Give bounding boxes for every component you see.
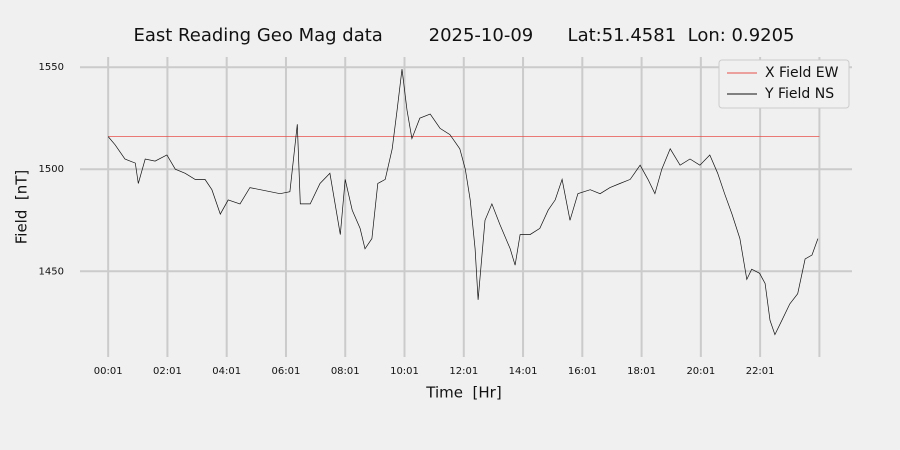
legend-label: X Field EW [765, 65, 839, 81]
x-tick-label: 16:01 [568, 366, 597, 377]
y-tick-label: 1450 [39, 266, 64, 277]
y-tick-label: 1500 [39, 164, 64, 175]
x-tick-label: 02:01 [153, 366, 182, 377]
x-tick-label: 22:01 [746, 366, 775, 377]
line-series [107, 69, 819, 336]
x-tick-label: 20:01 [686, 366, 715, 377]
x-tick-label: 12:01 [449, 366, 478, 377]
chart-title: East Reading Geo Mag data 2025-10-09 Lat… [133, 25, 794, 46]
x-tick-label: 06:01 [272, 366, 301, 377]
y-axis-label: Field [nT] [13, 170, 31, 245]
x-tick-label: 14:01 [509, 366, 538, 377]
x-tick-label: 10:01 [390, 366, 419, 377]
legend-box [718, 59, 850, 109]
legend-label: Y Field NS [764, 86, 834, 102]
x-axis-label: Time [Hr] [425, 384, 501, 402]
x-tick-label: 18:01 [627, 366, 656, 377]
x-tick-label: 08:01 [331, 366, 360, 377]
x-tick-label: 00:01 [94, 366, 123, 377]
y-tick-label: 1550 [39, 62, 64, 73]
x-tick-label: 04:01 [212, 366, 241, 377]
legend: X Field EW Y Field NS [718, 59, 850, 109]
